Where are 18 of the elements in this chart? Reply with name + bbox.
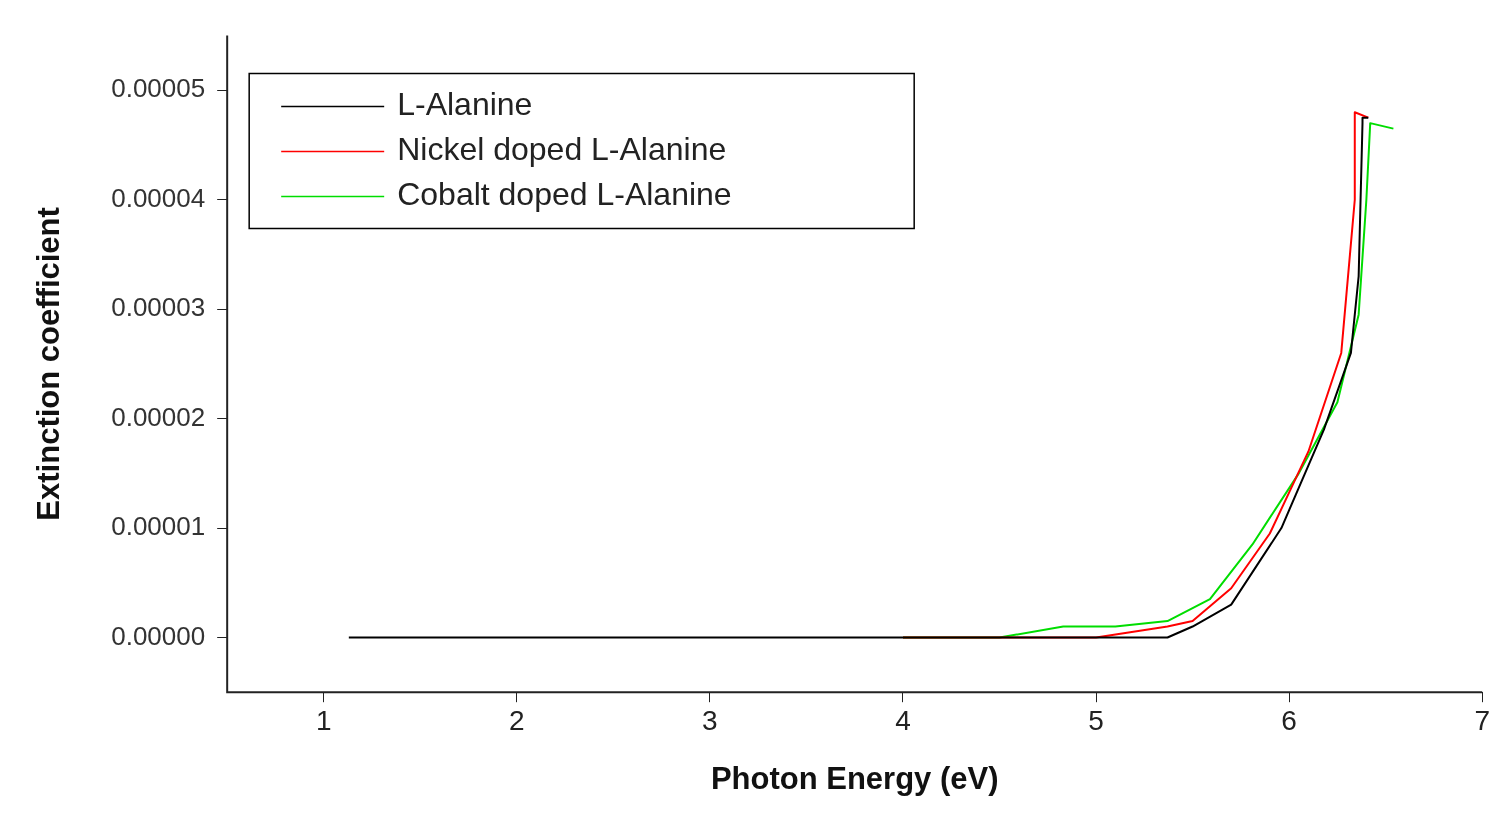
x-tick-label: 2 — [509, 704, 525, 736]
x-tick-label: 1 — [315, 704, 332, 736]
legend-label: Nickel doped L-Alanine — [397, 131, 727, 168]
x-axis-title: Photon Energy (eV) — [710, 760, 999, 796]
y-tick-label: 0.00002 — [111, 401, 206, 432]
x-tick-label: 6 — [1281, 704, 1297, 736]
x-tick-label: 4 — [895, 704, 911, 736]
y-tick-label: 0.00004 — [111, 182, 206, 213]
legend-label: Cobalt doped L-Alanine — [397, 176, 732, 213]
x-tick-label: 3 — [702, 704, 718, 736]
y-tick-label: 0.00000 — [111, 620, 206, 651]
y-tick-label: 0.00005 — [111, 73, 206, 104]
legend-label: L-Alanine — [397, 86, 533, 123]
y-axis-title: Extinction coefficient — [31, 207, 67, 521]
x-tick-label: 5 — [1088, 704, 1104, 736]
y-tick-label: 0.00001 — [111, 511, 206, 542]
y-tick-label: 0.00003 — [111, 292, 206, 323]
x-tick-label: 7 — [1474, 704, 1490, 736]
